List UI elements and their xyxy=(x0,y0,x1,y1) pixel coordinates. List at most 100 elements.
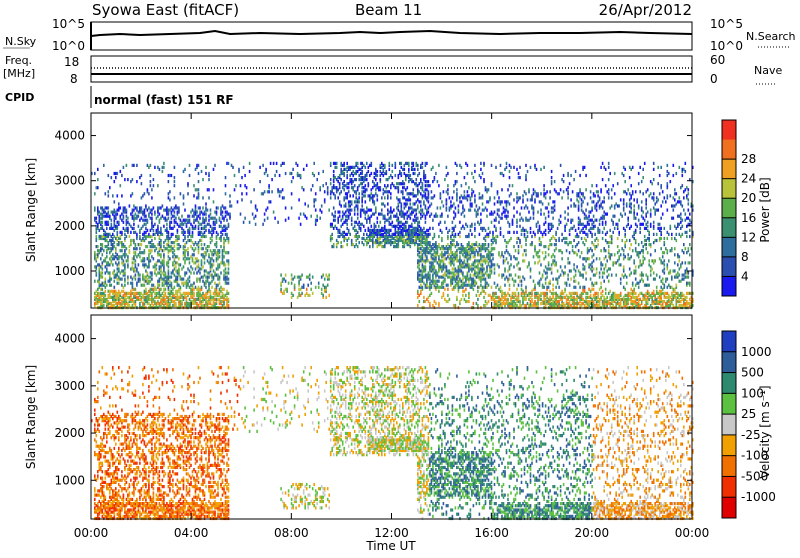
power-cell xyxy=(279,190,281,193)
power-cell xyxy=(142,274,144,277)
power-cell xyxy=(486,286,488,289)
power-cell xyxy=(432,243,434,246)
power-cell xyxy=(142,194,144,197)
power-cell xyxy=(225,176,227,179)
power-cell xyxy=(368,235,370,238)
power-cell xyxy=(315,192,317,195)
power-cell xyxy=(139,255,141,258)
power-cell xyxy=(184,219,186,222)
power-cell xyxy=(114,304,116,307)
power-cell xyxy=(443,253,445,256)
power-cell xyxy=(546,276,548,279)
power-cell xyxy=(141,206,143,209)
power-cell xyxy=(349,200,351,203)
power-cell xyxy=(340,233,342,236)
power-cell xyxy=(357,213,359,216)
power-cell xyxy=(366,178,368,181)
power-cell xyxy=(452,221,454,224)
power-cell xyxy=(213,227,215,230)
power-cell xyxy=(378,186,380,189)
power-cell xyxy=(108,206,110,209)
power-cell xyxy=(148,249,150,252)
power-cell xyxy=(554,204,556,207)
power-cell xyxy=(213,200,215,203)
power-cell xyxy=(476,241,478,244)
power-cell xyxy=(506,241,508,244)
power-cell xyxy=(416,194,418,197)
power-cell xyxy=(438,235,440,238)
power-cell xyxy=(446,300,448,303)
power-cell xyxy=(130,180,132,183)
power-cell xyxy=(205,172,207,175)
power-cell xyxy=(381,213,383,216)
power-cell xyxy=(102,288,104,291)
power-cell xyxy=(485,229,487,232)
power-cell xyxy=(139,274,141,277)
power-cell xyxy=(121,249,123,252)
nsky-label: N.Sky xyxy=(5,35,37,48)
power-cell xyxy=(229,200,231,203)
power-cell xyxy=(357,223,359,226)
power-cell xyxy=(479,196,481,199)
power-cell xyxy=(354,245,356,248)
power-cell xyxy=(100,265,102,268)
power-cell xyxy=(211,286,213,289)
power-cell xyxy=(530,296,532,299)
power-cell xyxy=(208,172,210,175)
power-cell xyxy=(112,271,114,274)
power-cell xyxy=(246,186,248,189)
power-cell xyxy=(441,259,443,262)
power-cell xyxy=(519,276,521,279)
power-cell xyxy=(459,221,461,224)
power-cell xyxy=(524,206,526,209)
power-cell xyxy=(171,290,173,293)
power-cell xyxy=(477,209,479,212)
power-cell xyxy=(112,296,114,299)
power-cell xyxy=(390,229,392,232)
power-cell xyxy=(395,239,397,242)
power-cell xyxy=(213,249,215,252)
power-cell xyxy=(211,296,213,299)
power-cell xyxy=(145,223,147,226)
power-cell xyxy=(377,229,379,232)
power-cell xyxy=(219,298,221,301)
power-cell xyxy=(455,245,457,248)
power-cell xyxy=(462,282,464,285)
power-cell xyxy=(153,298,155,301)
power-cell xyxy=(471,267,473,270)
power-cell xyxy=(334,225,336,228)
power-cell xyxy=(166,276,168,279)
power-cell xyxy=(438,255,440,258)
power-cell xyxy=(531,290,533,293)
power-cell xyxy=(196,257,198,260)
power-cell xyxy=(468,284,470,287)
power-cell xyxy=(355,204,357,207)
power-cell xyxy=(518,237,520,240)
power-cell xyxy=(447,284,449,287)
power-cell xyxy=(109,186,111,189)
power-cell xyxy=(363,164,365,167)
power-cell xyxy=(398,174,400,177)
power-cell xyxy=(343,184,345,187)
power-cell xyxy=(374,194,376,197)
power-cell xyxy=(548,245,550,248)
power-cell xyxy=(120,241,122,244)
power-cell xyxy=(349,209,351,212)
power-cell xyxy=(461,298,463,301)
power-cell xyxy=(159,247,161,250)
power-cell xyxy=(96,235,98,238)
power-cell xyxy=(196,292,198,295)
power-cell xyxy=(504,267,506,270)
power-cell xyxy=(428,241,430,244)
power-cell xyxy=(106,249,108,252)
power-cell xyxy=(345,202,347,205)
power-cell xyxy=(322,294,324,297)
power-cell xyxy=(441,213,443,216)
power-cell xyxy=(408,225,410,228)
power-cell xyxy=(543,245,545,248)
power-cell xyxy=(396,213,398,216)
power-cell xyxy=(174,249,176,252)
power-cell xyxy=(117,172,119,175)
power-cell xyxy=(117,263,119,266)
power-cell xyxy=(190,223,192,226)
